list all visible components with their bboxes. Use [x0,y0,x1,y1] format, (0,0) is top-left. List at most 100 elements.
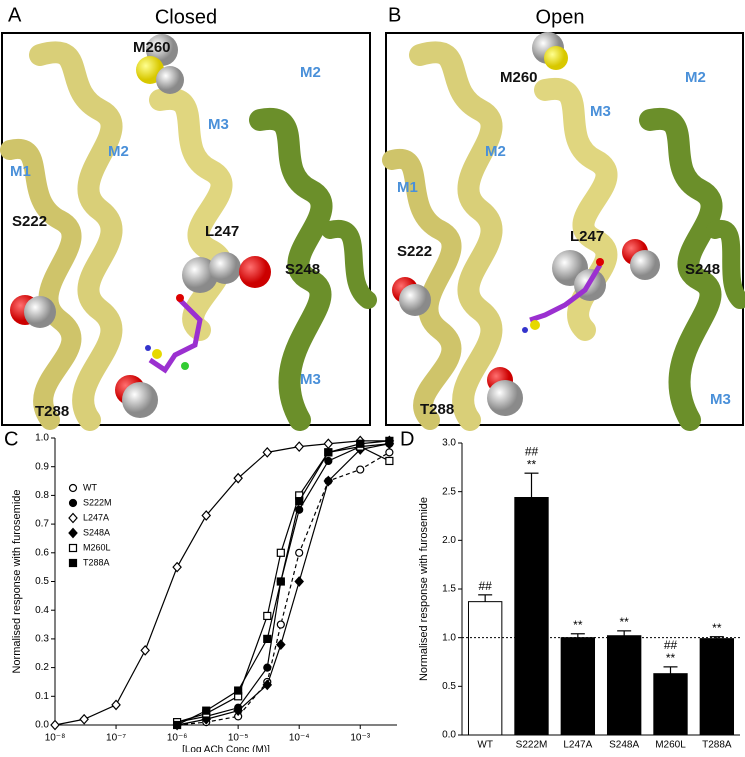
x-axis-label: [Log ACh Conc (M)] [182,745,270,752]
data-point [172,720,182,730]
data-point [385,436,394,445]
legend-marker [68,558,78,568]
data-point [263,634,272,644]
y-tick-label: 0.6 [35,547,49,558]
y-tick-label: 2.5 [442,486,456,497]
legend-label: WT [83,482,97,492]
data-point [294,576,304,587]
residue-label: S248 [285,261,320,278]
data-point [202,706,211,715]
data-point [295,548,304,557]
legend-marker [68,543,78,553]
significance-label: ** [666,651,676,665]
x-tick-label: S222M [516,740,548,751]
y-axis-label: Normalised response with furosemide [11,489,23,673]
significance-label: ** [527,457,537,471]
legend-label: L247A [83,512,109,522]
data-point [323,475,334,487]
data-point [295,497,304,506]
series-line [177,451,390,726]
residue-label: M260 [500,69,538,86]
y-tick-label: 0.0 [35,720,49,731]
x-tick-label: 10⁻³ [350,733,370,744]
data-point [79,713,89,725]
data-point [201,510,212,521]
y-tick-label: 0.3 [35,634,49,645]
x-tick-label: S248A [609,740,639,751]
x-tick-label: M260L [655,740,686,751]
data-point [111,699,121,711]
data-point [323,438,334,450]
series-line [54,440,390,726]
bar [560,637,596,736]
data-point [234,686,243,695]
residue-label: T288 [35,403,69,420]
data-point [356,439,365,448]
x-tick-label: 10⁻⁴ [289,733,310,744]
residue-label: S248 [685,261,720,278]
bar [467,601,503,736]
data-point [262,446,273,458]
data-point [324,448,333,457]
data-point [356,465,365,474]
helix-label: M2 [108,143,129,160]
significance-label: ## [525,444,539,458]
bar [653,673,688,736]
data-point [385,448,394,457]
y-tick-label: 0.9 [35,461,49,472]
y-tick-label: 0.1 [35,691,49,702]
data-point [50,719,60,731]
data-point [233,472,243,484]
x-tick-label: WT [477,740,493,751]
structure-image [0,32,377,431]
y-tick-label: 0.7 [35,519,49,530]
y-tick-label: 2.0 [442,535,456,546]
helix-label: M3 [710,391,731,408]
data-point [324,456,333,466]
significance-label: ** [573,618,583,632]
significance-label: ## [478,579,492,593]
panel-title: Open [536,6,585,28]
helix-label: M1 [397,179,418,196]
helix-label: M3 [208,116,229,133]
bar [699,638,735,736]
y-tick-label: 0.2 [35,662,49,673]
data-point [140,644,150,656]
y-tick-label: 0.5 [35,576,49,587]
y-tick-label: 0.5 [442,681,456,692]
panel-letter: A [8,4,22,26]
data-point [294,441,304,453]
y-tick-label: 1.5 [442,584,456,595]
panel-letter: C [4,428,18,450]
data-point [385,456,394,466]
data-point [276,639,286,651]
data-point [276,577,285,586]
helix-label: M2 [485,143,506,160]
legend-marker [68,512,78,524]
residue-label: T288 [420,401,454,418]
significance-label: ** [619,615,629,629]
helix-label: M3 [300,371,321,388]
data-point [263,611,272,621]
data-point [276,620,285,629]
panel-title: Closed [155,6,217,28]
x-tick-label: 10⁻⁶ [167,733,188,744]
residue-label: L247 [205,223,239,240]
helix-label: M2 [685,69,706,86]
y-tick-label: 0.8 [35,490,49,501]
helix-label: M3 [590,103,611,120]
bar [606,635,642,736]
data-point [262,679,273,691]
x-tick-label: 10⁻⁸ [45,733,66,744]
data-point [276,548,285,557]
significance-label: ## [664,638,678,652]
helix-label: M1 [10,163,31,180]
panel-letter: B [388,4,401,26]
x-tick-label: 10⁻⁵ [228,733,249,744]
residue-label: S222 [397,243,432,260]
legend-label: S248A [83,527,110,537]
y-tick-label: 0.0 [442,730,456,741]
helix-label: M2 [300,64,321,81]
residue-label: L247 [570,228,604,245]
